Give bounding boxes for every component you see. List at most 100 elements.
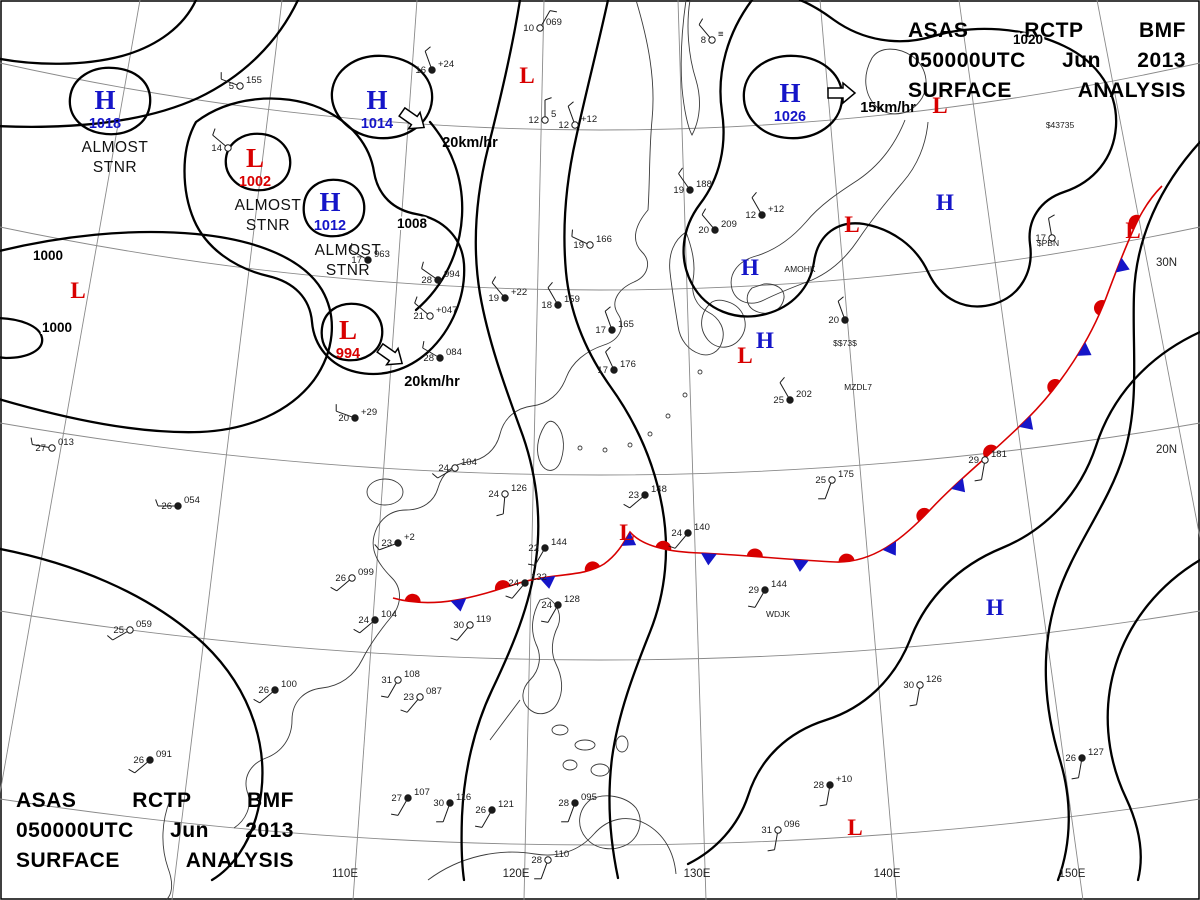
station-circle [981, 456, 989, 464]
cold-front-triangle-icon [700, 553, 717, 566]
station-circle [684, 529, 692, 537]
pressure-letter-L: L [519, 63, 534, 88]
station-temp: 31 [381, 675, 392, 686]
station-value: ≡ [718, 29, 724, 40]
wind-barb [916, 688, 920, 705]
station-temp: 23 [381, 538, 392, 549]
coast-taiwan [537, 420, 564, 471]
coast-kyushu [701, 299, 746, 348]
pressure-letter: H [319, 187, 340, 217]
station-plot: 24 104 [353, 609, 397, 634]
warm-front-semicircle-icon [404, 593, 421, 603]
station-temp: 5 [229, 81, 234, 92]
wind-barb [491, 282, 504, 296]
station-value: 100 [281, 679, 297, 690]
station-temp: 24 [541, 600, 552, 611]
wind-barb [837, 301, 845, 317]
cold-front-triangle-icon [882, 541, 897, 556]
wind-barb-tick [253, 698, 260, 704]
station-plot: 18 159 [541, 281, 580, 311]
station-plot: 20 [828, 296, 849, 326]
station-value: +29 [361, 407, 377, 418]
station-temp: 12 [528, 115, 539, 126]
wind-barb [112, 631, 128, 641]
coast-hainan [366, 478, 404, 506]
station-circle [608, 326, 616, 334]
chart-type: SURFACE ANALYSIS [16, 849, 294, 872]
almost-stnr-label: ALMOST STNR [235, 197, 301, 234]
wind-barb [221, 78, 237, 86]
warm-front-semicircle-icon [494, 580, 511, 591]
wind-barb-tick [767, 849, 775, 852]
wind-barb [414, 302, 428, 315]
cold-front-triangle-icon [951, 478, 966, 493]
station-value: 963 [374, 249, 390, 260]
movement-arrow-icon [398, 106, 426, 130]
wind-barb [422, 347, 438, 357]
station-temp: 24 [438, 463, 449, 474]
wind-barb-tick [414, 296, 418, 304]
station-temp: 19 [573, 240, 584, 251]
pressure-value: 1002 [239, 174, 271, 190]
pressure-letter: L [246, 143, 264, 173]
station-plot: 19 166 [571, 229, 612, 251]
movement-arrow-icon [827, 81, 857, 105]
latitude-label: 20N [1156, 444, 1177, 456]
wind-barb-tick [1071, 777, 1079, 780]
warm-front-semicircle-icon [746, 548, 763, 558]
station-temp: 26 [133, 755, 144, 766]
station-plot: 28 994 [421, 261, 460, 286]
station-circle [541, 116, 549, 124]
station-value: +12 [581, 114, 597, 125]
station-value: 069 [546, 17, 562, 28]
station-value: 165 [618, 319, 634, 330]
station-temp: 30 [433, 798, 444, 809]
station-value: 054 [184, 495, 200, 506]
station-plot: 30 116 [433, 792, 471, 823]
wind-barb-tick [391, 813, 399, 816]
station-circle [554, 301, 562, 309]
chart-id: ASAS RCTP BMF [16, 789, 294, 812]
station-circle [126, 626, 134, 634]
wind-barb [424, 51, 432, 67]
station-plot: 19 188 [673, 167, 712, 196]
isobar-label: 1020 [1013, 32, 1043, 47]
wind-barb [701, 214, 714, 228]
motion-speed-labels: 20km/hr 20km/hr 15km/hr [404, 100, 916, 390]
station-circle [364, 256, 372, 264]
wind-barb-tick [381, 695, 389, 698]
station-temp: 12 [558, 120, 569, 131]
wind-barb-tick [431, 473, 439, 479]
wind-barb [437, 469, 453, 479]
station-plot: 26 099 [330, 567, 374, 592]
graticule-labels: 30N 20N 110E 120E 130E 140E 150E [332, 257, 1177, 880]
ship-callsign: $43735 [1046, 120, 1075, 130]
station-value: 176 [620, 359, 636, 370]
wind-barb [397, 800, 407, 816]
station-value: 059 [136, 619, 152, 630]
station-value: 140 [694, 522, 710, 533]
station-value: 144 [551, 537, 567, 548]
station-temp: 24 [508, 578, 519, 589]
wind-barb [259, 691, 273, 704]
station-plot: 29 181 [968, 449, 1007, 482]
wind-barb-tick [475, 825, 483, 828]
station-temp: 25 [113, 625, 124, 636]
pressure-value: 1012 [314, 218, 346, 234]
station-circle [571, 121, 579, 129]
station-temp: 24 [488, 489, 499, 500]
pressure-value: 1026 [774, 109, 806, 125]
station-circle [686, 186, 694, 194]
wind-barb-tick [450, 637, 458, 641]
station-temp: 8 [701, 35, 706, 46]
isobar-value-labels: 1020 1000 1000 1008 [31, 30, 1045, 337]
station-value: 099 [358, 567, 374, 578]
station-plot: 17 963 [350, 243, 390, 266]
station-circle [436, 354, 444, 362]
station-circle [446, 799, 454, 807]
station-plot: 17 [1035, 214, 1056, 244]
station-plot: 23 148 [623, 484, 667, 509]
wind-barb-tick [605, 346, 611, 353]
